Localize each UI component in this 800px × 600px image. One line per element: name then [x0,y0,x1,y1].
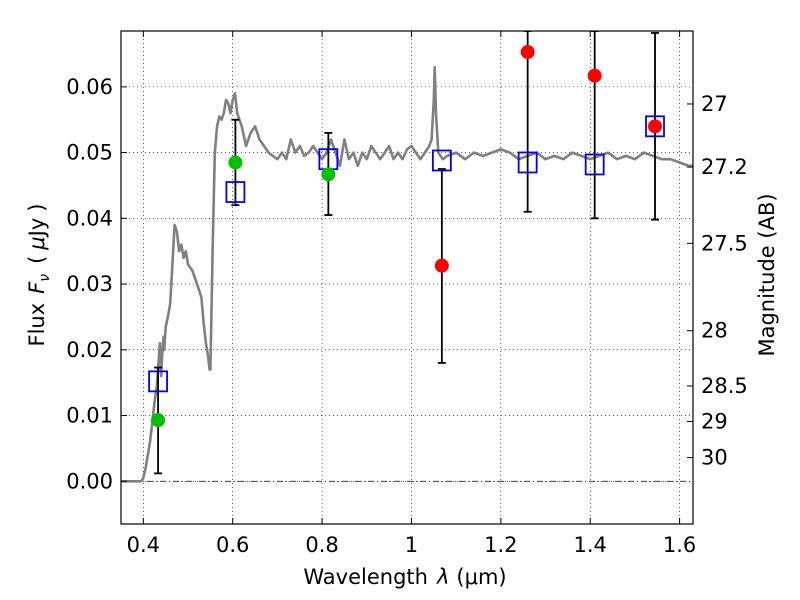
x-axis-label-symbol: λ [436,565,449,589]
y-tick-label: 0.02 [66,338,113,362]
x-tick-label: 1.6 [663,533,696,557]
y-tick-label: 0.05 [66,141,113,165]
x-axis-label-text: Wavelength [303,565,428,589]
model-photometry-square [645,115,665,138]
x-axis-label: Wavelength λ (μm) [303,565,506,589]
model-photometry-square [225,181,246,203]
plot-data [121,31,693,483]
y-axis-label-unit: Jy [25,218,49,239]
y-axis-label-close: ) [25,204,49,212]
y-tick-label: 0.06 [66,75,113,99]
y2-tick-label: 27 [701,92,728,116]
y-axis-label: Flux Fν ( μJy) [25,204,53,347]
y-tick-label: 0.04 [66,206,113,230]
ticks: 0.4 0.6 0.8 1 1.2 1.4 1.6 0.00 0.01 0.02 0.03 0.04 0… [66,31,748,557]
x-tick-label: 1 [405,533,418,557]
x-axis-label-unit: (μm) [456,565,506,589]
nondetection-point [520,45,535,60]
model-spectrum-line [121,65,693,483]
y-axis-label-subscript: ν [37,274,53,282]
detection-point [151,413,166,428]
y2-tick-label: 27.2 [701,155,748,179]
y-tick-label: 0.00 [66,469,113,493]
y-axis-label-mu: μ [25,236,49,250]
y2-tick-label: 28.5 [701,374,748,398]
y2-axis-label: Magnitude (AB) [755,193,779,356]
y2-tick-label: 27.5 [701,231,748,255]
nondetection-point [648,119,663,134]
x-tick-label: 0.8 [305,533,338,557]
model-photometry-square [517,151,538,174]
detection-point [228,155,243,170]
x-tick-label: 0.4 [127,533,160,557]
y2-tick-label: 28 [701,319,728,343]
y-axis-label-open: ( [25,256,49,264]
plot-frame [120,30,694,525]
y-tick-label: 0.03 [66,272,113,296]
detection-point [321,167,336,182]
y-tick-label: 0.01 [66,404,113,428]
x-tick-label: 1.2 [484,533,517,557]
nondetection-point [434,258,449,273]
model-photometry-square [431,149,452,172]
y-axis-label-symbol: F [25,281,49,294]
x-tick-label: 1.4 [574,533,607,557]
model-photometry-square [584,153,605,176]
nondetection-point [587,68,602,83]
y-axis-label-text: Flux [25,303,49,347]
model-photometry-square [148,370,168,393]
grid [121,31,693,524]
y2-tick-label: 29 [701,409,728,433]
y2-tick-label: 30 [701,446,728,470]
x-tick-label: 0.6 [216,533,249,557]
